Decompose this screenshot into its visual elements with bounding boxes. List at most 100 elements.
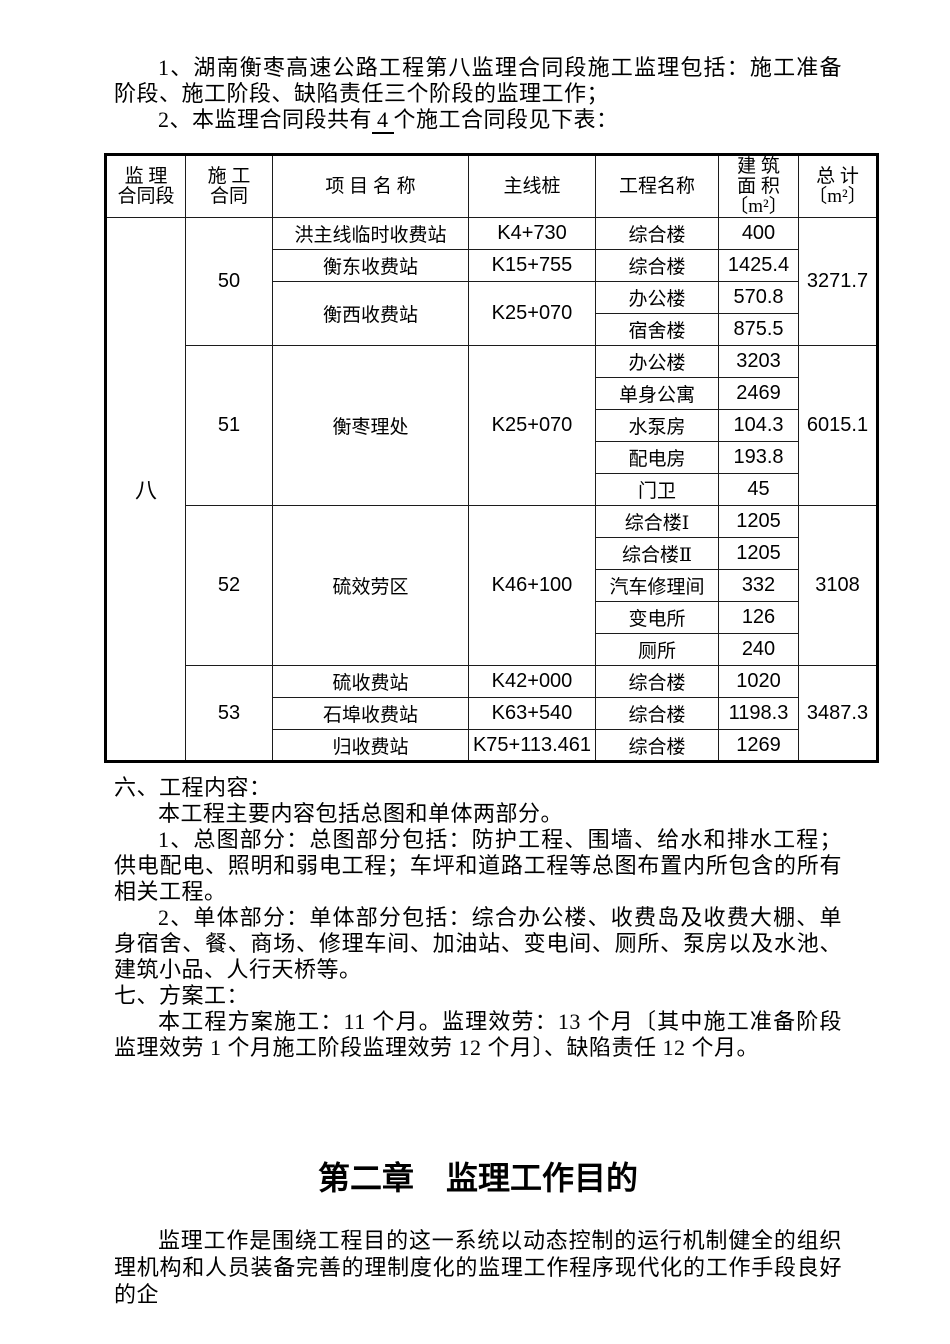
section-7-body: 本工程方案施工：11 个月。监理效劳：13 个月〔其中施工准备阶段监理效劳 1 … [114, 1009, 842, 1060]
cell-unit-name: 水泵房 [595, 409, 719, 442]
cell-contract: 52 [185, 505, 273, 666]
table-row: 归收费站 K75+113.461 综合楼 1269 [106, 729, 878, 762]
cell-unit-name: 办公楼 [595, 281, 719, 314]
underlined-count: 4 [372, 107, 394, 134]
header-row: 监 理合同段 施 工合同 项 目 名 称 主线桩 工程名称 建 筑面 积〔m²〕… [105, 154, 878, 218]
cell-unit-name: 综合楼 [595, 697, 719, 730]
chapter-title: 第二章 监理工作目的 [317, 1160, 638, 1196]
header-total: 总 计〔m²〕 [798, 154, 878, 218]
cell-unit-name: 办公楼 [595, 345, 719, 378]
cell-total: 6015.1 [798, 345, 878, 506]
table-row: 汽车修理间 332 [106, 569, 878, 602]
cell-project-name: 硫效劳区 [272, 505, 469, 666]
paragraph-contract-count-suffix: 个施工合同段见下表： [393, 107, 619, 132]
cell-unit-name: 综合楼Ⅰ [595, 505, 719, 538]
cell-project-name: 衡枣理处 [272, 345, 469, 506]
cell-area: 240 [718, 633, 799, 666]
section-7-heading: 七、方案工： [114, 983, 250, 1008]
cell-area: 45 [718, 473, 799, 506]
cell-stake: K46+100 [468, 505, 596, 666]
cell-area: 104.3 [718, 409, 799, 442]
section-6-heading: 六、工程内容： [114, 775, 272, 800]
table-row: 配电房 193.8 [106, 441, 878, 474]
section-6-item-1: 1、总图部分：总图部分包括：防护工程、围墙、给水和排水工程；供电配电、照明和弱电… [114, 827, 842, 904]
cell-project-name: 衡东收费站 [272, 249, 469, 282]
header-building-area: 建 筑面 积〔m²〕 [718, 154, 799, 218]
paragraph-contract-count: 2、本监理合同段共有 4 个施工合同段见下表： [114, 107, 842, 134]
table-row: 宿舍楼 875.5 [106, 313, 878, 346]
cell-area: 1198.3 [718, 697, 799, 730]
table-row: 衡西收费站 K25+070 办公楼 570.8 [106, 281, 878, 346]
cell-area: 400 [718, 217, 799, 250]
cell-total: 3271.7 [798, 217, 878, 346]
cell-project-name: 衡西收费站 [272, 281, 469, 346]
table-row: 单身公寓 2469 [106, 377, 878, 410]
contracts-table: 监 理合同段 施 工合同 项 目 名 称 主线桩 工程名称 建 筑面 积〔m²〕… [104, 153, 879, 763]
cell-unit-name: 综合楼 [595, 217, 719, 250]
cell-contract: 53 [185, 665, 273, 762]
cell-section-label: 八 [105, 217, 186, 762]
cell-area: 3203 [718, 345, 799, 378]
table-row: 水泵房 104.3 [106, 409, 878, 442]
header-main-stake: 主线桩 [468, 154, 596, 218]
cell-unit-name: 厕所 [595, 633, 719, 666]
table-row: 厕所 240 [106, 633, 878, 666]
cell-stake: K63+540 [468, 697, 596, 730]
table-header: 监 理合同段 施 工合同 项 目 名 称 主线桩 工程名称 建 筑面 积〔m²〕… [105, 154, 878, 218]
cell-area: 1205 [718, 505, 799, 538]
cell-area: 1020 [718, 665, 799, 698]
section-6-item-2: 2、单体部分：单体部分包括：综合办公楼、收费岛及收费大棚、单身宿舍、餐、商场、修… [114, 905, 842, 982]
cell-stake: K15+755 [468, 249, 596, 282]
table-row: 51 衡枣理处 K25+070 办公楼 3203 6015.1 [106, 345, 878, 506]
cell-total: 3108 [798, 505, 878, 666]
cell-area: 1425.4 [718, 249, 799, 282]
cell-unit-name: 宿舍楼 [595, 313, 719, 346]
text-content: 1、湖南衡枣高速公路工程第八监理合同段施工监理包括：施工准备阶段、施工阶段、缺陷… [104, 0, 879, 1308]
section-6-intro: 本工程主要内容包括总图和单体两部分。 [158, 801, 564, 826]
cell-total: 3487.3 [798, 665, 878, 762]
header-supervision-section: 监 理合同段 [105, 154, 186, 218]
header-work-name: 工程名称 [595, 154, 719, 218]
cell-project-name: 洪主线临时收费站 [272, 217, 469, 250]
cell-contract: 50 [185, 217, 273, 346]
paragraph-scope: 1、湖南衡枣高速公路工程第八监理合同段施工监理包括：施工准备阶段、施工阶段、缺陷… [114, 55, 842, 106]
cell-unit-name: 综合楼 [595, 665, 719, 698]
cell-unit-name: 汽车修理间 [595, 569, 719, 602]
cell-area: 332 [718, 569, 799, 602]
table-row: 综合楼Ⅱ 1205 [106, 537, 878, 570]
cell-unit-name: 综合楼Ⅱ [595, 537, 719, 570]
cell-stake: K75+113.461 [468, 729, 596, 762]
table-row: 52 硫效劳区 K46+100 综合楼Ⅰ 1205 3108 [106, 505, 878, 666]
cell-area: 1269 [718, 729, 799, 762]
cell-area: 875.5 [718, 313, 799, 346]
table-row: 门卫 45 [106, 473, 878, 506]
cell-stake: K25+070 [468, 281, 596, 346]
cell-unit-name: 单身公寓 [595, 377, 719, 410]
paragraph-contract-count-prefix: 2、本监理合同段共有 [158, 107, 373, 132]
cell-unit-name: 门卫 [595, 473, 719, 506]
cell-stake: K42+000 [468, 665, 596, 698]
cell-unit-name: 变电所 [595, 601, 719, 634]
cell-area: 126 [718, 601, 799, 634]
cell-area: 193.8 [718, 441, 799, 474]
cell-project-name: 石埠收费站 [272, 697, 469, 730]
cell-project-name: 归收费站 [272, 729, 469, 762]
cell-unit-name: 综合楼 [595, 249, 719, 282]
table-row: 石埠收费站 K63+540 综合楼 1198.3 [106, 697, 878, 730]
cell-unit-name: 综合楼 [595, 729, 719, 762]
cell-stake: K25+070 [468, 345, 596, 506]
chapter-body: 监理工作是围绕工程目的这一系统以动态控制的运行机制健全的组织理机构和人员装备完善… [114, 1228, 842, 1307]
cell-project-name: 硫收费站 [272, 665, 469, 698]
table-row: 变电所 126 [106, 601, 878, 634]
cell-contract: 51 [185, 345, 273, 506]
cell-area: 1205 [718, 537, 799, 570]
table-row: 衡东收费站 K15+755 综合楼 1425.4 [106, 249, 878, 282]
header-project-name: 项 目 名 称 [272, 154, 469, 218]
table-row: 53 硫收费站 K42+000 综合楼 1020 3487.3 [106, 665, 878, 762]
cell-unit-name: 配电房 [595, 441, 719, 474]
cell-area: 2469 [718, 377, 799, 410]
header-construction-contract: 施 工合同 [185, 154, 273, 218]
cell-stake: K4+730 [468, 217, 596, 250]
cell-area: 570.8 [718, 281, 799, 314]
